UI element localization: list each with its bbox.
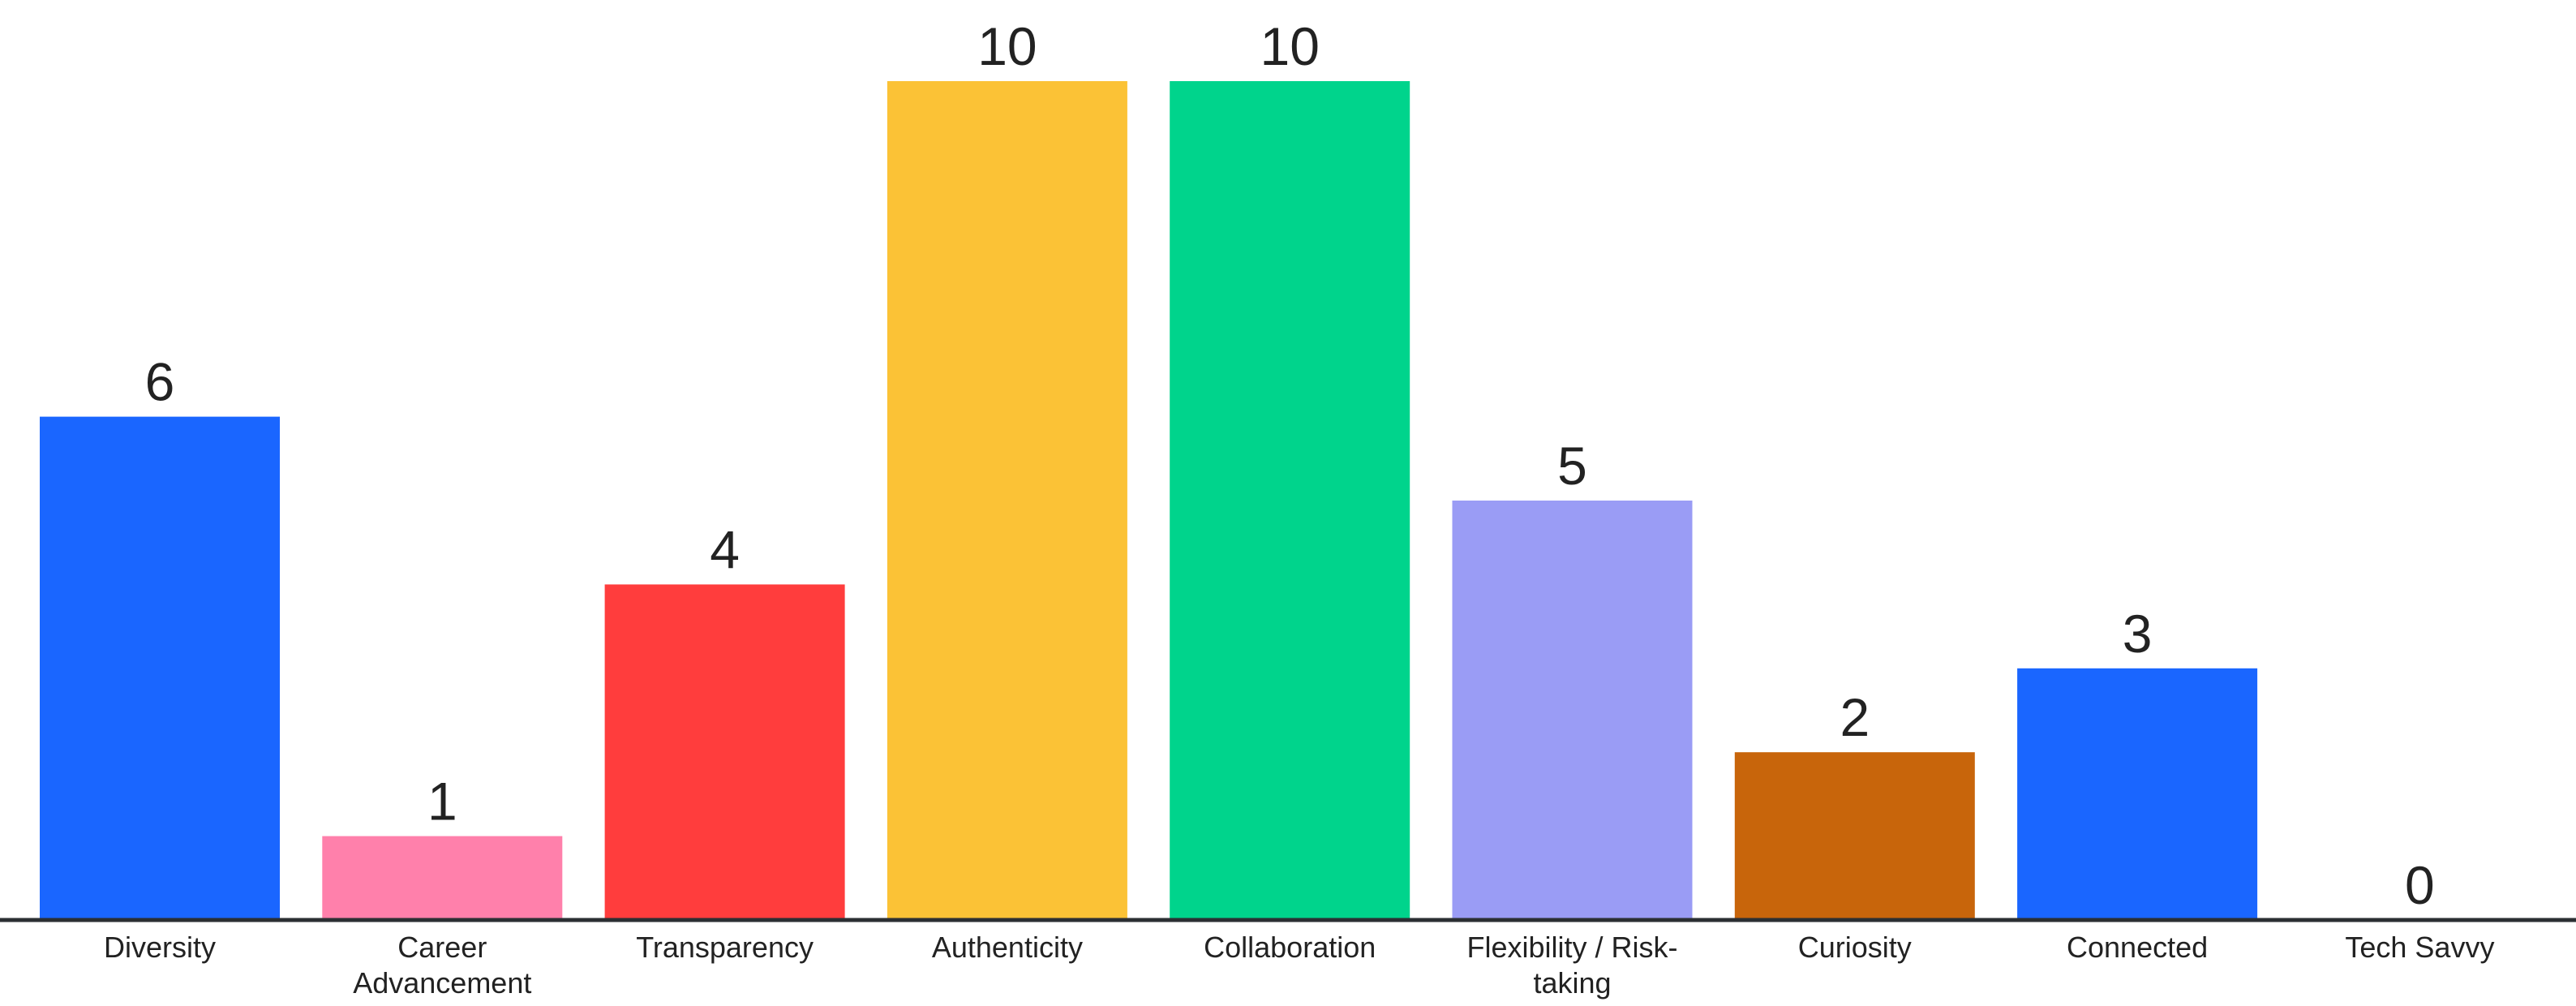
category-label-0: Diversity — [104, 931, 216, 964]
value-label-3: 10 — [977, 16, 1037, 76]
bar-5 — [1452, 501, 1693, 920]
bar-6 — [1734, 752, 1975, 920]
bar-4 — [1170, 81, 1410, 920]
value-label-7: 3 — [2123, 604, 2153, 664]
bar-2 — [604, 584, 845, 920]
category-label-5-line-0: Flexibility / Risk- — [1466, 931, 1677, 964]
category-label-2: Transparency — [636, 931, 814, 964]
category-label-8: Tech Savvy — [2345, 931, 2494, 964]
bar-3 — [887, 81, 1127, 920]
category-label-3: Authenticity — [932, 931, 1083, 964]
value-label-4: 10 — [1260, 16, 1319, 76]
bar-1 — [322, 836, 563, 920]
category-label-6: Curiosity — [1798, 931, 1912, 964]
value-label-2: 4 — [710, 519, 740, 579]
category-label-5-line-1: taking — [1533, 966, 1611, 1000]
bars-group — [40, 81, 2258, 920]
value-label-6: 2 — [1840, 687, 1870, 747]
bar-7 — [2017, 668, 2258, 920]
value-label-0: 6 — [145, 352, 175, 412]
category-label-4: Collaboration — [1204, 931, 1376, 964]
category-label-1-line-1: Advancement — [353, 966, 531, 1000]
value-label-5: 5 — [1557, 436, 1587, 496]
value-labels-group: 6 1 4 10 10 5 2 3 0 — [145, 16, 2435, 915]
value-label-8: 0 — [2405, 855, 2435, 915]
value-label-1: 1 — [427, 772, 457, 832]
category-label-1-line-0: Career — [397, 931, 487, 964]
category-label-7: Connected — [2067, 931, 2208, 964]
bar-0 — [40, 416, 280, 920]
